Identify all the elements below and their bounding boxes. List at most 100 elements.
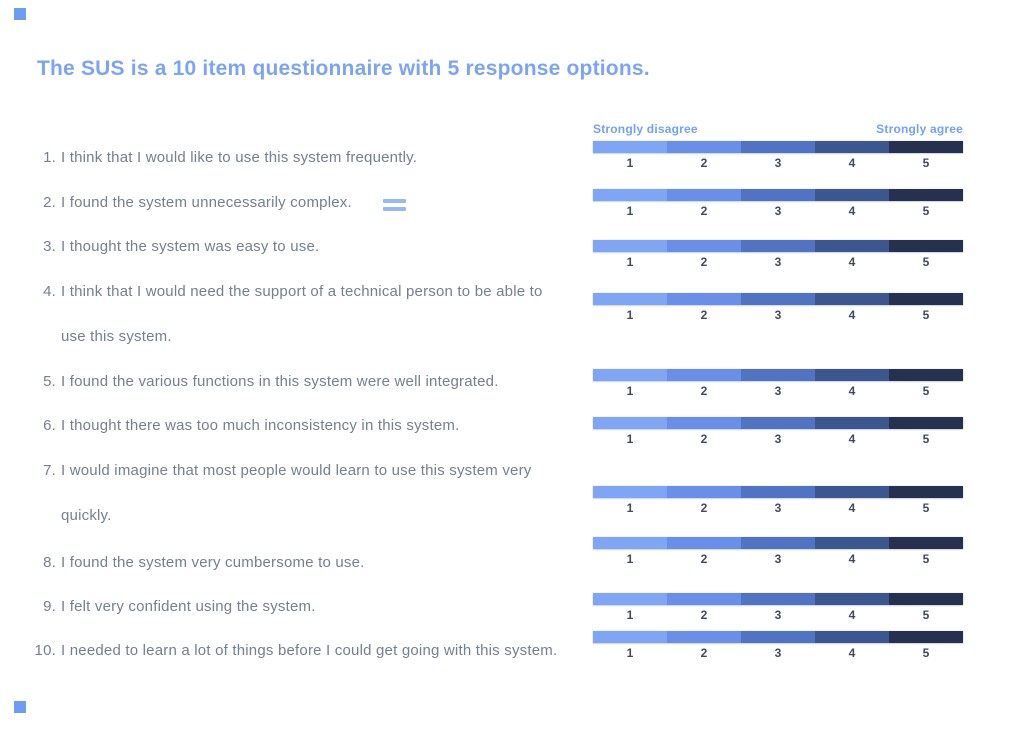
scale-number: 5 bbox=[922, 255, 930, 269]
question-item: 6. I thought there was too much inconsist… bbox=[30, 403, 590, 448]
corner-accent-bottom-left bbox=[14, 701, 26, 713]
scale-number: 2 bbox=[700, 384, 708, 398]
scale-segment bbox=[815, 369, 889, 381]
scale-segment bbox=[667, 417, 741, 429]
scale-segment bbox=[741, 369, 815, 381]
scale-number: 4 bbox=[848, 608, 856, 622]
scale-segment bbox=[889, 593, 963, 605]
scale-number: 1 bbox=[626, 501, 634, 515]
scale-segment bbox=[815, 537, 889, 549]
question-number: 8. bbox=[43, 554, 56, 571]
scale-number: 5 bbox=[922, 432, 930, 446]
scale-number: 3 bbox=[774, 432, 782, 446]
scale-segment bbox=[593, 141, 667, 153]
equals-bar-bottom bbox=[383, 207, 406, 211]
scale-segment bbox=[741, 486, 815, 498]
question-text: I thought the system was easy to use. bbox=[61, 238, 320, 255]
question-item: 1. I think that I would like to use this … bbox=[30, 135, 590, 180]
scale-segment bbox=[741, 417, 815, 429]
scale-number-row: 1 2 3 4 5 bbox=[593, 552, 963, 566]
scale-segment bbox=[889, 369, 963, 381]
scale-row: 1 2 3 4 5 bbox=[593, 189, 963, 218]
question-number: 4. bbox=[43, 283, 56, 300]
scale-number: 1 bbox=[626, 432, 634, 446]
question-text: I found the system very cumbersome to us… bbox=[61, 554, 365, 571]
scale-number: 5 bbox=[922, 646, 930, 660]
question-number: 9. bbox=[43, 598, 56, 615]
question-item: 5. I found the various functions in this … bbox=[30, 359, 590, 404]
scale-header: Strongly disagree Strongly agree bbox=[593, 122, 963, 136]
scale-segment bbox=[815, 240, 889, 252]
scale-number-row: 1 2 3 4 5 bbox=[593, 432, 963, 446]
scale-number: 3 bbox=[774, 255, 782, 269]
scale-number: 4 bbox=[848, 552, 856, 566]
scale-number: 2 bbox=[700, 608, 708, 622]
question-number: 1. bbox=[43, 149, 56, 166]
scale-number: 1 bbox=[626, 608, 634, 622]
scale-segment bbox=[741, 537, 815, 549]
scale-number: 2 bbox=[700, 552, 708, 566]
scale-segment bbox=[889, 537, 963, 549]
scale-number: 1 bbox=[626, 646, 634, 660]
question-number: 2. bbox=[43, 194, 56, 211]
scale-segment bbox=[889, 417, 963, 429]
scale-number: 5 bbox=[922, 552, 930, 566]
question-number: 10. bbox=[34, 642, 56, 659]
scale-number: 3 bbox=[774, 308, 782, 322]
question-text: I think that I would like to use this sy… bbox=[61, 149, 418, 166]
scale-number: 4 bbox=[848, 501, 856, 515]
scale-row: 1 2 3 4 5 bbox=[593, 631, 963, 660]
scale-number: 2 bbox=[700, 646, 708, 660]
scale-number: 3 bbox=[774, 608, 782, 622]
scale-segment bbox=[741, 293, 815, 305]
scale-row: 1 2 3 4 5 bbox=[593, 537, 963, 566]
scale-number-row: 1 2 3 4 5 bbox=[593, 384, 963, 398]
equals-bar-top bbox=[383, 199, 406, 203]
scale-segment bbox=[593, 631, 667, 643]
scale-segment bbox=[667, 593, 741, 605]
question-item: 3. I thought the system was easy to use. bbox=[30, 224, 590, 269]
scale-number: 3 bbox=[774, 552, 782, 566]
scale-segment bbox=[667, 189, 741, 201]
scale-number: 4 bbox=[848, 646, 856, 660]
scale-number: 2 bbox=[700, 308, 708, 322]
scale-segment bbox=[815, 189, 889, 201]
scale-number: 4 bbox=[848, 156, 856, 170]
question-number: 5. bbox=[43, 373, 56, 390]
question-text: I think that I would need the support of… bbox=[61, 283, 543, 345]
scale-row: 1 2 3 4 5 bbox=[593, 369, 963, 398]
scale-bar bbox=[593, 417, 963, 429]
scale-segment bbox=[889, 141, 963, 153]
scale-segment bbox=[593, 240, 667, 252]
scale-number: 5 bbox=[922, 501, 930, 515]
scale-segment bbox=[741, 141, 815, 153]
scale-segment bbox=[815, 293, 889, 305]
scale-number: 1 bbox=[626, 204, 634, 218]
scale-segment bbox=[593, 293, 667, 305]
scale-number-row: 1 2 3 4 5 bbox=[593, 646, 963, 660]
question-text: I thought there was too much inconsisten… bbox=[61, 417, 460, 434]
scale-segment bbox=[593, 417, 667, 429]
scale-number: 4 bbox=[848, 255, 856, 269]
scale-number: 4 bbox=[848, 432, 856, 446]
question-number: 3. bbox=[43, 238, 56, 255]
scale-bar bbox=[593, 369, 963, 381]
scale-bar bbox=[593, 593, 963, 605]
scale-number: 1 bbox=[626, 255, 634, 269]
question-text: I found the system unnecessarily complex… bbox=[61, 194, 352, 211]
scale-number-row: 1 2 3 4 5 bbox=[593, 204, 963, 218]
scale-segment bbox=[889, 240, 963, 252]
question-item: 9. I felt very confident using the system… bbox=[30, 584, 590, 629]
scale-bar bbox=[593, 189, 963, 201]
scale-number: 2 bbox=[700, 204, 708, 218]
scale-number: 3 bbox=[774, 384, 782, 398]
scale-row: 1 2 3 4 5 bbox=[593, 593, 963, 622]
scale-row: 1 2 3 4 5 bbox=[593, 240, 963, 269]
scale-bar bbox=[593, 141, 963, 153]
scale-bar bbox=[593, 293, 963, 305]
scale-number: 2 bbox=[700, 432, 708, 446]
scale-number: 3 bbox=[774, 501, 782, 515]
scale-number: 2 bbox=[700, 255, 708, 269]
scale-number: 3 bbox=[774, 646, 782, 660]
